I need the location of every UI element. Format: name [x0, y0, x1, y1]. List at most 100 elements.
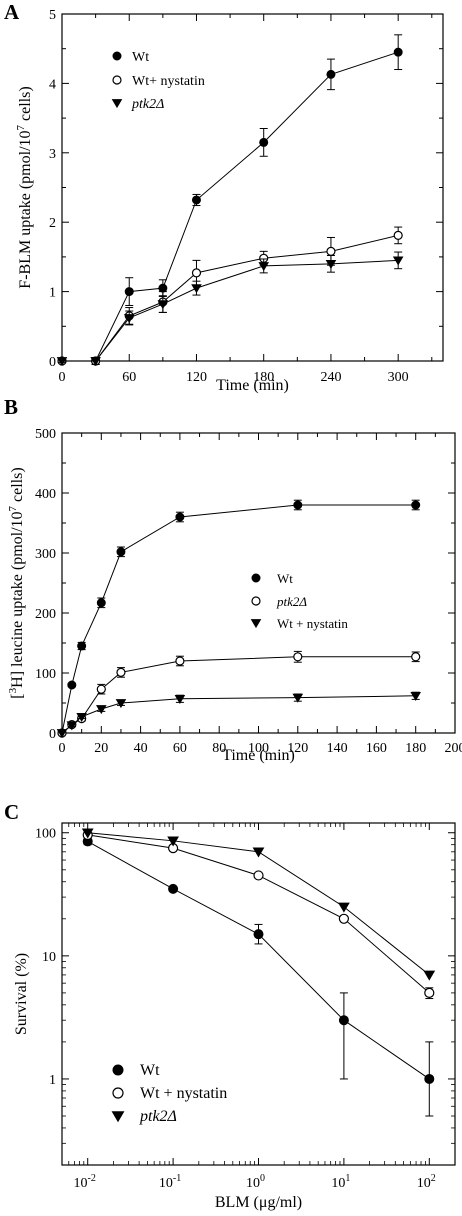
x-tick-label: 40 [134, 741, 148, 756]
x-tick-label: 300 [388, 370, 409, 385]
x-tick-label: 10-2 [74, 1173, 96, 1191]
x-tick-label: 100 [248, 741, 269, 756]
legend-label: Wt [140, 1062, 160, 1079]
data-point [393, 230, 403, 240]
y-axis-title: F-BLM uptake (pmol/107 cells) [15, 86, 34, 288]
legend-label: Wt [132, 50, 149, 65]
data-point [123, 314, 135, 324]
data-point [252, 847, 265, 858]
x-tick-label: 101 [331, 1173, 350, 1191]
data-point [116, 547, 126, 557]
legend-marker [111, 99, 123, 109]
data-point [124, 287, 134, 297]
data-point [191, 268, 202, 278]
data-point [157, 300, 169, 310]
legend-label: Wt + nystatin [140, 1085, 227, 1102]
data-point [253, 929, 264, 940]
x-tick-label: 100 [246, 1173, 265, 1191]
y-tick-label: 0 [49, 727, 56, 742]
y-tick-label: 5 [49, 8, 56, 23]
series-2 [81, 828, 436, 981]
panel-a: A 0 60 120 180 240 300 0 1 2 3 4 5 Time (min) F-BLM u… [0, 0, 462, 395]
series-2 [56, 251, 404, 367]
data-point [253, 870, 264, 881]
x-tick-label: 240 [320, 370, 341, 385]
data-point [411, 652, 421, 662]
data-point [174, 694, 186, 704]
data-point [167, 836, 179, 847]
x-tick-label: 120 [186, 370, 207, 385]
series-2 [56, 691, 421, 739]
legend-marker [112, 51, 122, 61]
y-tick-label: 1 [49, 1073, 56, 1088]
legend-label: ptk2Δ [139, 1108, 177, 1125]
y-tick-label: 100 [35, 827, 56, 842]
data-point [96, 705, 107, 715]
y-tick-label: 100 [35, 667, 56, 682]
series-line [62, 51, 399, 362]
data-point [292, 693, 304, 703]
data-point [326, 69, 336, 79]
x-tick-label: 0 [59, 741, 66, 756]
x-tick-label: 60 [122, 370, 136, 385]
series-line [87, 834, 430, 994]
series-0 [57, 499, 421, 738]
x-tick-label: 200 [445, 741, 462, 756]
series-1 [57, 226, 403, 366]
data-point [56, 357, 68, 367]
data-point [96, 598, 106, 608]
x-tick-label: 140 [327, 741, 348, 756]
y-tick-label: 4 [49, 77, 56, 92]
plot-frame [61, 432, 456, 734]
data-point [392, 256, 404, 266]
legend-marker [111, 1111, 125, 1123]
series-1 [82, 829, 435, 1000]
legend-label: Wt+ nystatin [132, 74, 205, 89]
y-tick-label: 3 [49, 147, 56, 162]
series-line [61, 504, 416, 734]
legend-label: Wt [277, 571, 293, 586]
data-point [168, 883, 179, 894]
y-tick-label: 200 [35, 607, 56, 622]
x-tick-label: 0 [59, 370, 66, 385]
data-point [411, 500, 421, 510]
x-axis-title: Time (min) [222, 747, 295, 764]
data-point [424, 987, 435, 999]
legend-label: ptk2Δ [131, 97, 164, 112]
y-tick-label: 2 [49, 216, 56, 231]
legend-marker [112, 1064, 124, 1076]
legend-marker [250, 619, 262, 629]
data-point [325, 259, 337, 269]
data-point [67, 680, 77, 690]
y-axis-title: [3H] leucine uptake (pmol/107 cells) [7, 467, 26, 698]
panel-c: C 10-2 10-1 100 101 102 1 10 100 BLM (μg/ml) Surv… [0, 800, 462, 1216]
x-tick-label: 60 [173, 741, 187, 756]
y-tick-label: 0 [49, 355, 56, 370]
data-point [293, 652, 303, 662]
data-point [393, 47, 403, 57]
x-axis-title: BLM (μg/ml) [215, 1194, 302, 1211]
series-line [62, 259, 399, 362]
data-point [338, 913, 349, 924]
panel-label: A [4, 0, 20, 24]
x-axis-title: Time (min) [216, 377, 289, 394]
legend-marker [251, 573, 261, 583]
y-axis-title: Survival (%) [13, 953, 30, 1035]
series-1 [57, 650, 421, 738]
data-point [424, 1073, 435, 1084]
data-point [56, 729, 68, 739]
data-point [158, 283, 168, 293]
data-point [410, 691, 421, 701]
data-point [90, 357, 101, 367]
data-point [76, 712, 87, 722]
panel-label: C [4, 800, 20, 824]
series-line [62, 234, 399, 362]
data-point [293, 500, 303, 510]
x-tick-label: 120 [287, 741, 308, 756]
x-tick-label: 102 [417, 1173, 436, 1191]
data-point [81, 828, 94, 839]
chart-c: 10-2 10-1 100 101 102 1 10 100 BLM (μg/ml) Surviv… [13, 822, 456, 1211]
y-tick-label: 400 [35, 487, 56, 502]
data-point [77, 641, 87, 651]
x-tick-label: 180 [253, 370, 274, 385]
